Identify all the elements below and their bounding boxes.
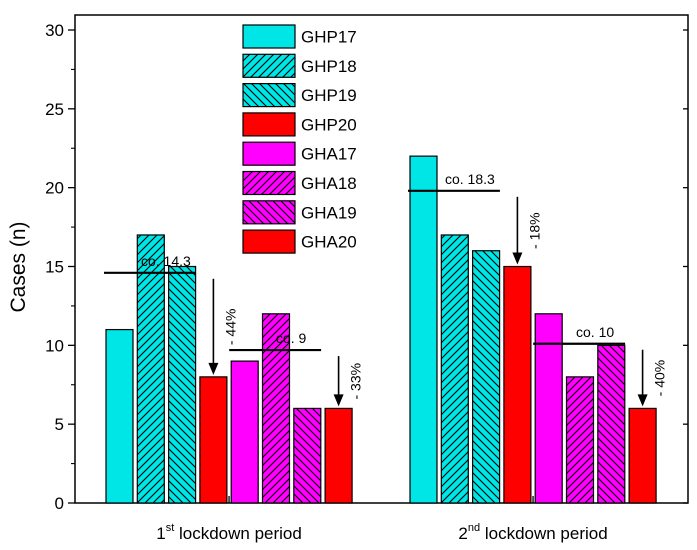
legend-swatch-gha17 bbox=[242, 141, 296, 166]
y-axis-label: Cases (n) bbox=[7, 221, 30, 312]
legend-label: GHP17 bbox=[301, 28, 357, 47]
arrow-head bbox=[637, 394, 648, 407]
arrow-head bbox=[333, 394, 344, 407]
bar-hatch-gha18 bbox=[262, 313, 290, 503]
arrow-head bbox=[208, 362, 219, 375]
arrow-head bbox=[512, 252, 523, 265]
legend-label: GHP19 bbox=[301, 86, 357, 105]
x-category-label: 2nd lockdown period bbox=[458, 522, 607, 543]
legend-hatch-ghp18 bbox=[243, 54, 295, 78]
y-tick-label: 15 bbox=[45, 258, 64, 277]
bar-hatch-gha18 bbox=[566, 376, 594, 503]
mean-label: co. 9 bbox=[276, 330, 307, 346]
bar-gha17 bbox=[230, 360, 259, 504]
y-tick-label: 0 bbox=[55, 494, 64, 513]
y-tick-label: 10 bbox=[45, 336, 64, 355]
mean-label: co. 14.3 bbox=[141, 253, 191, 269]
legend-label: GHA20 bbox=[301, 233, 357, 252]
bar-hatch-gha19 bbox=[597, 345, 625, 503]
legend-label: GHP18 bbox=[301, 57, 357, 76]
change-label: - 40% bbox=[652, 360, 668, 397]
plot-frame bbox=[74, 14, 689, 504]
bar-hatch-ghp19 bbox=[472, 250, 500, 503]
bar-gha17 bbox=[534, 313, 563, 504]
change-label: - 18% bbox=[526, 212, 542, 249]
bar-hatch-ghp18 bbox=[441, 234, 469, 503]
bar-hatch-ghp18 bbox=[137, 234, 165, 503]
bar-ghp17 bbox=[105, 328, 134, 504]
y-tick-label: 20 bbox=[45, 179, 64, 198]
legend-label: GHA19 bbox=[301, 203, 357, 222]
legend-hatch-ghp19 bbox=[243, 83, 295, 107]
legend-swatch-ghp20 bbox=[242, 112, 296, 137]
change-label: - 33% bbox=[348, 363, 364, 400]
bar-ghp17 bbox=[409, 155, 438, 504]
mean-label: co. 10 bbox=[576, 324, 614, 340]
y-tick-label: 25 bbox=[45, 100, 64, 119]
bar-ghp20 bbox=[503, 265, 532, 504]
bar-ghp20 bbox=[199, 376, 228, 504]
legend-hatch-gha18 bbox=[243, 171, 295, 195]
legend-label: GHA17 bbox=[301, 145, 357, 164]
legend-hatch-gha19 bbox=[243, 200, 295, 224]
bar-hatch-ghp19 bbox=[168, 266, 196, 503]
bar-hatch-gha19 bbox=[293, 408, 321, 503]
change-label: - 44% bbox=[222, 309, 238, 346]
legend-label: GHP20 bbox=[301, 115, 357, 134]
bar-gha20 bbox=[628, 407, 657, 504]
bar-gha20 bbox=[324, 407, 353, 504]
y-tick-label: 5 bbox=[55, 415, 64, 434]
x-category-label: 1st lockdown period bbox=[156, 522, 302, 543]
y-tick-label: 30 bbox=[45, 21, 64, 40]
legend-swatch-ghp17 bbox=[242, 24, 296, 49]
legend-swatch-gha20 bbox=[242, 229, 296, 254]
mean-label: co. 18.3 bbox=[445, 171, 495, 187]
legend-label: GHA18 bbox=[301, 174, 357, 193]
